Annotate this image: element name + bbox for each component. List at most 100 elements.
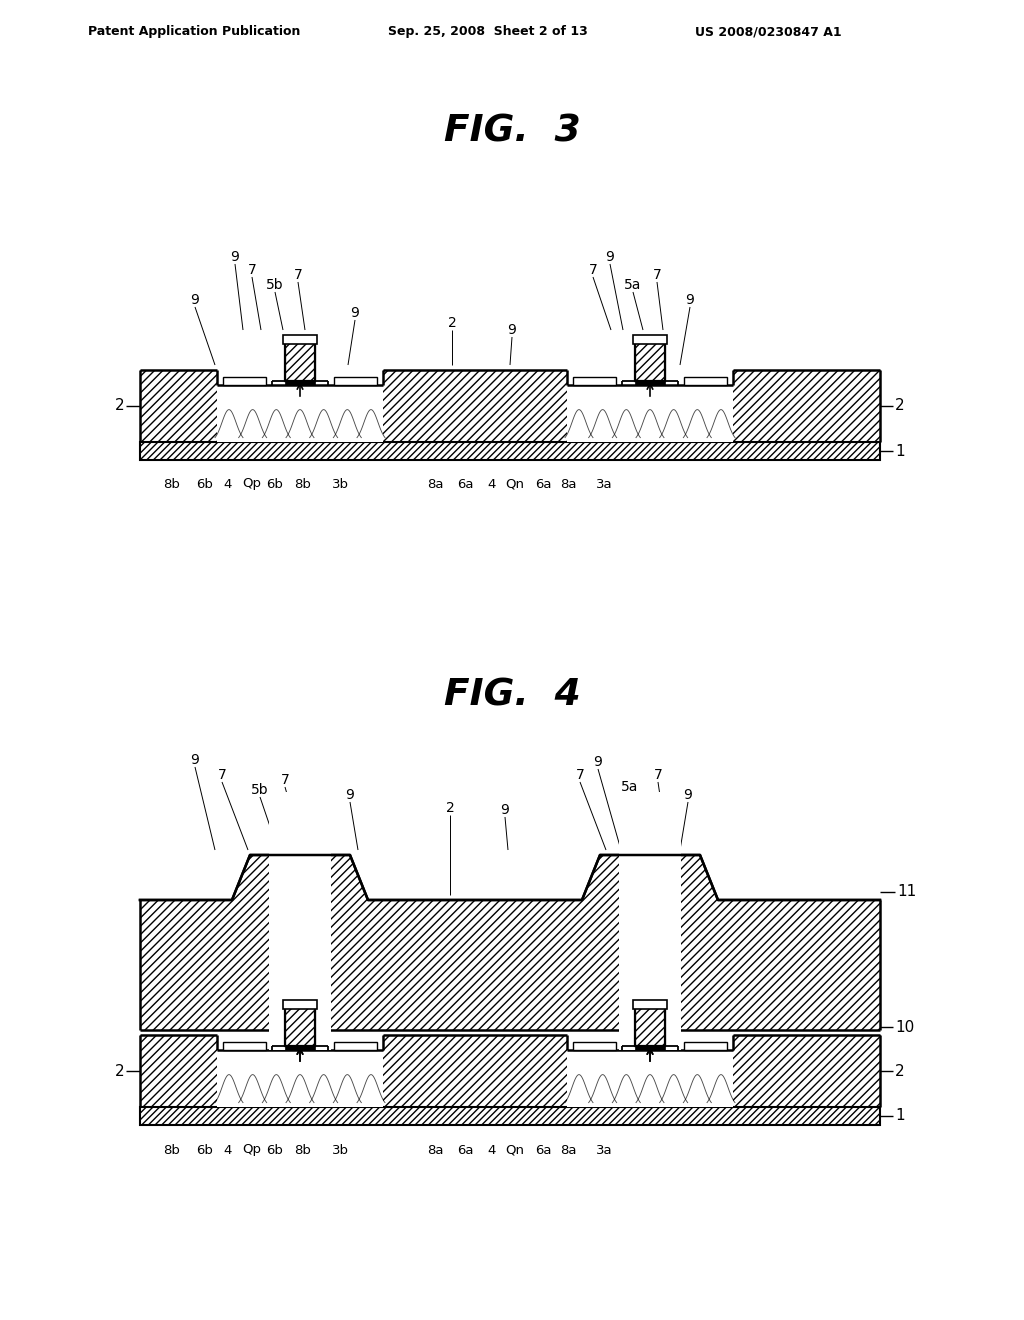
Bar [573,378,616,385]
Bar [285,1045,315,1049]
Bar [140,1107,880,1125]
Bar [283,335,317,345]
Text: Patent Application Publication: Patent Application Publication [88,25,300,38]
Text: 2: 2 [895,1064,904,1078]
Bar [635,1006,665,1045]
Text: 7: 7 [589,263,597,277]
Text: 6b: 6b [197,1143,213,1156]
Text: 7: 7 [281,774,290,787]
Text: 5b: 5b [266,279,284,292]
Bar [285,381,315,385]
Text: 7: 7 [575,768,585,781]
Polygon shape [140,855,880,1030]
Text: 5b: 5b [251,783,269,797]
Text: 7: 7 [294,268,302,282]
Bar [140,442,880,459]
Text: Qn: Qn [506,1143,524,1156]
Text: 2: 2 [115,1064,124,1078]
Bar [283,1001,317,1008]
Text: 4: 4 [224,478,232,491]
Bar [334,1041,377,1049]
Bar [684,378,727,385]
Text: 11: 11 [897,884,916,899]
Text: 2: 2 [895,399,904,413]
Bar [140,370,880,442]
Bar [285,1006,315,1045]
Text: FIG.  4: FIG. 4 [443,677,581,713]
Bar [635,381,665,385]
Bar [269,792,331,1049]
Text: 8a: 8a [427,478,443,491]
Bar [635,1006,665,1045]
Bar [223,378,266,385]
Text: 1: 1 [895,444,904,458]
Text: 5a: 5a [625,279,642,292]
Bar [633,335,667,345]
Text: 9: 9 [594,755,602,770]
Text: 4: 4 [487,478,497,491]
Text: 4: 4 [487,1143,497,1156]
Bar [283,1001,317,1008]
Text: 9: 9 [501,803,509,817]
Bar [635,341,665,381]
Text: Qp: Qp [243,1143,261,1156]
Text: 6b: 6b [266,1143,284,1156]
Text: 2: 2 [115,399,124,413]
Bar [285,1045,315,1049]
Bar [285,341,315,381]
Text: 1: 1 [895,1109,904,1123]
Bar [140,442,880,459]
Text: 8a: 8a [427,1143,443,1156]
Text: 8b: 8b [164,478,180,491]
Text: 8a: 8a [560,478,577,491]
Text: 3a: 3a [596,478,612,491]
Bar [217,370,383,442]
Text: 9: 9 [508,323,516,337]
Bar [635,1006,665,1045]
Bar [684,1041,727,1049]
Bar [573,1041,616,1049]
Text: 7: 7 [653,768,663,781]
Text: 9: 9 [190,293,200,308]
Text: 9: 9 [230,249,240,264]
Bar [285,1006,315,1045]
Bar [618,792,681,1049]
Text: 8b: 8b [295,478,311,491]
Text: 7: 7 [218,768,226,781]
Bar [334,378,377,385]
Bar [635,1045,665,1049]
Text: 3b: 3b [332,1143,348,1156]
Text: 5a: 5a [622,780,639,795]
Text: Qp: Qp [243,478,261,491]
Text: 10: 10 [895,1019,914,1035]
Text: 6a: 6a [457,1143,473,1156]
Text: 6b: 6b [197,478,213,491]
Bar [635,1045,665,1049]
Text: 4: 4 [224,1143,232,1156]
Text: 3b: 3b [332,478,348,491]
Text: Sep. 25, 2008  Sheet 2 of 13: Sep. 25, 2008 Sheet 2 of 13 [388,25,588,38]
Bar [633,1001,667,1008]
Text: 6a: 6a [457,478,473,491]
Bar [223,1041,266,1049]
Text: 9: 9 [605,249,614,264]
Bar [217,1035,383,1107]
Bar [635,1006,665,1045]
Bar [635,341,665,381]
Bar [567,1035,733,1107]
Bar [140,1035,880,1107]
Text: 6b: 6b [266,478,284,491]
Bar [285,1006,315,1045]
Text: 6a: 6a [535,1143,551,1156]
Text: 9: 9 [684,788,692,803]
Bar [140,1107,880,1125]
Text: 9: 9 [350,306,359,319]
Text: FIG.  3: FIG. 3 [443,114,581,150]
Text: US 2008/0230847 A1: US 2008/0230847 A1 [695,25,842,38]
Text: 8b: 8b [295,1143,311,1156]
Text: 6a: 6a [535,478,551,491]
Text: 7: 7 [248,263,256,277]
Text: 8a: 8a [560,1143,577,1156]
Bar [567,370,733,442]
Text: 9: 9 [685,293,694,308]
